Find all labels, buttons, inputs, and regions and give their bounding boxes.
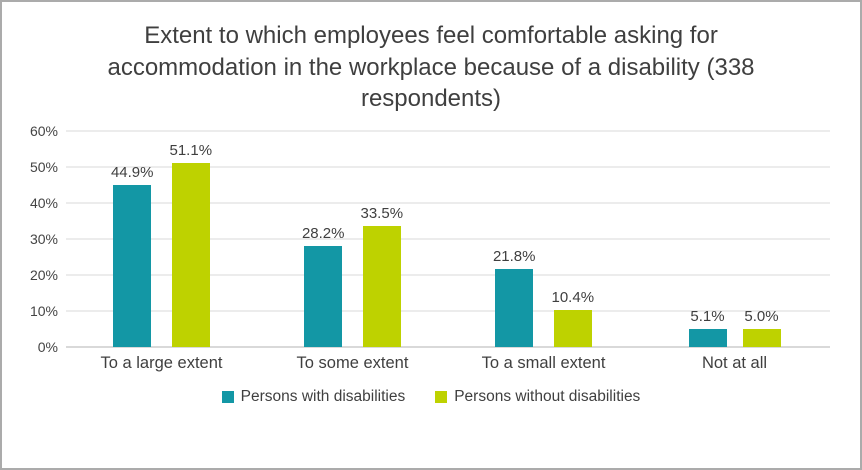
bar-group: 5.1% 5.0% [639, 131, 830, 348]
bar-group: 21.8% 10.4% [448, 131, 639, 348]
y-tick-label: 10% [29, 303, 58, 320]
bar-wrap: 33.5% [360, 131, 404, 348]
bar-wrap: 5.1% [688, 131, 727, 348]
x-category-label: To some extent [296, 354, 409, 373]
data-label: 21.8% [492, 247, 536, 265]
x-category-label: Not at all [701, 354, 768, 373]
y-tick-label: 20% [29, 267, 58, 284]
bar [171, 163, 210, 348]
x-category-label: To a large extent [100, 354, 223, 373]
bar [553, 309, 592, 348]
gridline [66, 130, 830, 132]
gridline [66, 238, 830, 240]
data-label: 33.5% [360, 205, 404, 223]
bar-wrap: 51.1% [169, 131, 213, 348]
bar [495, 268, 534, 348]
bar-wrap: 21.8% [492, 131, 536, 348]
data-label: 5.0% [744, 308, 779, 326]
bar-wrap: 28.2% [301, 131, 345, 348]
gridline [66, 202, 830, 204]
legend-label: Persons without disabilities [454, 388, 641, 406]
data-label: 51.1% [169, 142, 213, 160]
chart-area: 0% 10% 20% 30% 40% 50% 60% 44.9% 51.1% 28.2% 33.5… [16, 123, 830, 355]
x-axis-line [66, 346, 830, 348]
y-tick-label: 0% [37, 339, 58, 356]
gridline [66, 166, 830, 168]
bar [304, 245, 343, 348]
x-category-label: To a small extent [481, 354, 606, 373]
y-tick-label: 50% [29, 159, 58, 176]
y-tick-label: 30% [29, 231, 58, 248]
x-axis-labels: To a large extent To some extent To a smal… [66, 354, 830, 373]
legend-item: Persons without disabilities [435, 388, 640, 406]
bar [742, 329, 781, 348]
gridline [66, 310, 830, 312]
legend-label: Persons with disabilities [240, 388, 406, 406]
y-axis: 0% 10% 20% 30% 40% 50% 60% [16, 123, 66, 355]
bar [688, 328, 727, 348]
chart-title: Extent to which employees feel comfortab… [107, 22, 755, 113]
data-label: 44.9% [110, 164, 154, 182]
bar-wrap: 10.4% [551, 131, 595, 348]
y-tick-label: 60% [29, 123, 58, 140]
y-tick-label: 40% [29, 195, 58, 212]
bar [113, 185, 152, 348]
gridline [66, 274, 830, 276]
legend: Persons with disabilities Persons without… [2, 388, 860, 406]
bar-groups: 44.9% 51.1% 28.2% 33.5% 21.8% 10.4% 5.1% 5.0% [66, 131, 830, 348]
legend-swatch-icon [435, 391, 448, 404]
data-label: 5.1% [690, 307, 725, 325]
bar-group: 28.2% 33.5% [257, 131, 448, 348]
bar-wrap: 5.0% [742, 131, 781, 348]
legend-item: Persons with disabilities [221, 388, 406, 406]
data-label: 28.2% [301, 224, 345, 242]
legend-swatch-icon [221, 391, 234, 404]
bar [362, 226, 401, 348]
bar-wrap: 44.9% [110, 131, 154, 348]
data-label: 10.4% [551, 288, 595, 306]
bar-group: 44.9% 51.1% [66, 131, 257, 348]
plot-area: 44.9% 51.1% 28.2% 33.5% 21.8% 10.4% 5.1% 5.0% [66, 130, 830, 348]
